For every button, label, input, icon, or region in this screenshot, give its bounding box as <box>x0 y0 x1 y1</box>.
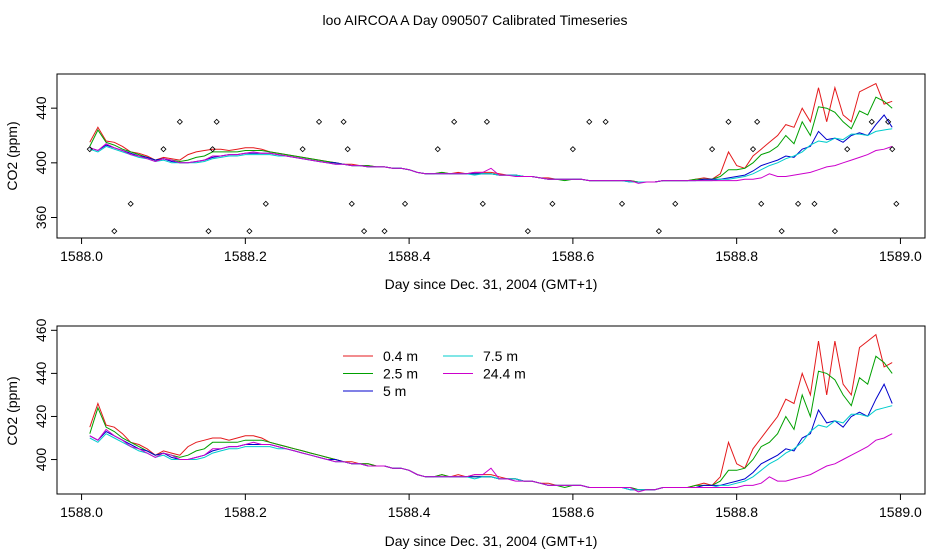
x-tick-label-top: 1589.0 <box>879 248 922 264</box>
marker-point <box>479 200 486 207</box>
plot-frame-bottom <box>56 325 926 495</box>
marker-point <box>344 146 351 153</box>
marker-point <box>618 200 626 207</box>
marker-point <box>86 146 93 153</box>
y-axis-label-bottom: CO2 (ppm) <box>4 376 20 445</box>
x-axis-label-bottom: Day since Dec. 31, 2004 (GMT+1) <box>385 533 598 549</box>
x-tick-label-bottom: 1588.8 <box>715 504 758 520</box>
marker-point <box>844 146 851 153</box>
marker-point <box>754 118 761 125</box>
marker-point <box>340 118 347 125</box>
marker-point <box>205 228 212 235</box>
marker-point <box>749 146 757 153</box>
series-line-top-3 <box>89 128 893 183</box>
marker-point <box>586 118 593 125</box>
y-axis-label-top: CO2 (ppm) <box>4 121 20 190</box>
y-tick-label-top: 440 <box>33 96 49 120</box>
x-tick-label-top: 1588.0 <box>60 248 103 264</box>
marker-point <box>655 228 662 235</box>
marker-point <box>885 118 892 125</box>
marker-point <box>672 200 679 207</box>
marker-point <box>246 228 253 235</box>
marker-point <box>868 118 875 125</box>
marker-point <box>381 228 388 235</box>
marker-point <box>299 146 306 153</box>
marker-point <box>569 146 576 153</box>
x-tick-label-top: 1588.6 <box>551 248 594 264</box>
panel-top: 1588.0 1588.2 1588.4 1588.6 1588.8 1589.0 360 4… <box>33 73 926 264</box>
x-tick-label-bottom: 1588.6 <box>551 504 594 520</box>
y-tick-label-bottom: 440 <box>33 361 49 385</box>
marker-point <box>401 200 409 207</box>
series-line-top-4 <box>89 143 893 184</box>
plot-frame-top <box>56 73 926 239</box>
x-tick-label-bottom: 1588.2 <box>224 504 267 520</box>
marker-point <box>361 228 368 235</box>
marker-point <box>549 200 556 207</box>
marker-point <box>127 200 134 207</box>
marker-point <box>451 118 458 125</box>
marker-point <box>758 200 765 207</box>
marker-point <box>524 228 531 235</box>
marker-point <box>709 146 716 153</box>
marker-point <box>434 146 441 153</box>
marker-point <box>893 200 900 207</box>
marker-point <box>795 200 802 207</box>
series-line-bottom-4 <box>89 428 893 493</box>
panel-bottom: 1588.0 1588.2 1588.4 1588.6 1588.8 1589.0 400 4… <box>33 318 926 520</box>
marker-point <box>209 146 216 153</box>
series-line-bottom-3 <box>89 405 893 491</box>
marker-point <box>602 118 609 125</box>
legend-label: 0.4 m <box>383 348 418 364</box>
series-line-bottom-2 <box>89 383 893 491</box>
marker-point <box>811 200 818 207</box>
marker-point <box>160 146 167 153</box>
marker-point <box>176 118 183 125</box>
x-tick-label-top: 1588.4 <box>388 248 431 264</box>
legend-label: 5 m <box>383 383 406 399</box>
marker-point <box>348 200 355 207</box>
marker-point <box>725 118 732 125</box>
x-tick-label-bottom: 1589.0 <box>879 504 922 520</box>
marker-point <box>831 228 838 235</box>
series-line-bottom-0 <box>89 333 893 491</box>
y-tick-label-top: 400 <box>33 151 49 175</box>
x-tick-label-top: 1588.8 <box>715 248 758 264</box>
marker-point <box>889 146 896 153</box>
legend-label: 24.4 m <box>483 366 526 382</box>
legend-label: 7.5 m <box>483 348 518 364</box>
marker-point <box>483 118 490 125</box>
series-line-top-0 <box>89 82 893 183</box>
y-tick-label-bottom: 460 <box>33 318 49 342</box>
x-axis-label-top: Day since Dec. 31, 2004 (GMT+1) <box>385 276 598 292</box>
marker-point <box>778 228 785 235</box>
chart-title: loo AIRCOA A Day 090507 Calibrated Times… <box>322 12 627 28</box>
legend-label: 2.5 m <box>383 366 418 382</box>
x-tick-label-bottom: 1588.0 <box>60 504 103 520</box>
marker-point <box>262 200 269 207</box>
marker-point <box>111 228 118 235</box>
y-tick-label-bottom: 420 <box>33 405 49 429</box>
marker-point <box>315 118 323 125</box>
marker-point <box>213 118 220 125</box>
y-tick-label-bottom: 400 <box>33 448 49 472</box>
series-line-top-1 <box>89 96 893 183</box>
y-tick-label-top: 360 <box>33 206 49 230</box>
x-tick-label-top: 1588.2 <box>224 248 267 264</box>
x-tick-label-bottom: 1588.4 <box>388 504 431 520</box>
